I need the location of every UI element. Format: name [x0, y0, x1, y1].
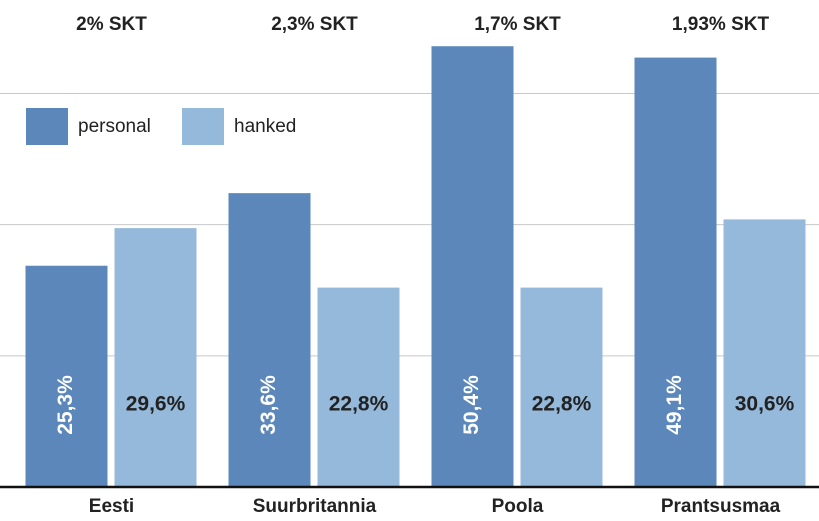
value-label: 30,6%	[735, 393, 795, 416]
legend-label: personal	[78, 116, 151, 137]
value-label: 22,8%	[532, 393, 592, 416]
bar	[634, 57, 717, 488]
value-label: 22,8%	[329, 393, 389, 416]
value-label: 29,6%	[126, 393, 186, 416]
legend-label: hanked	[234, 116, 296, 137]
bar	[317, 287, 400, 487]
x-tick-label: Poola	[492, 496, 544, 517]
bar	[25, 265, 108, 487]
value-label: 25,3%	[54, 375, 77, 435]
value-label: 50,4%	[460, 375, 483, 435]
x-tick-label: Suurbritannia	[253, 496, 377, 517]
value-label: 33,6%	[257, 375, 280, 435]
annotation: 1,7% SKT	[474, 14, 561, 35]
x-tick-label: Prantsusmaa	[661, 496, 781, 517]
annotation: 2,3% SKT	[271, 14, 358, 35]
annotation: 2% SKT	[76, 14, 147, 35]
annotation: 1,93% SKT	[672, 14, 770, 35]
bar	[520, 287, 603, 487]
bar	[114, 228, 197, 487]
legend-swatch	[26, 108, 68, 145]
legend-swatch	[182, 108, 224, 145]
bar	[723, 219, 806, 487]
value-label: 49,1%	[663, 375, 686, 435]
x-tick-label: Eesti	[89, 496, 134, 517]
bar	[228, 193, 311, 488]
bar	[431, 46, 514, 487]
